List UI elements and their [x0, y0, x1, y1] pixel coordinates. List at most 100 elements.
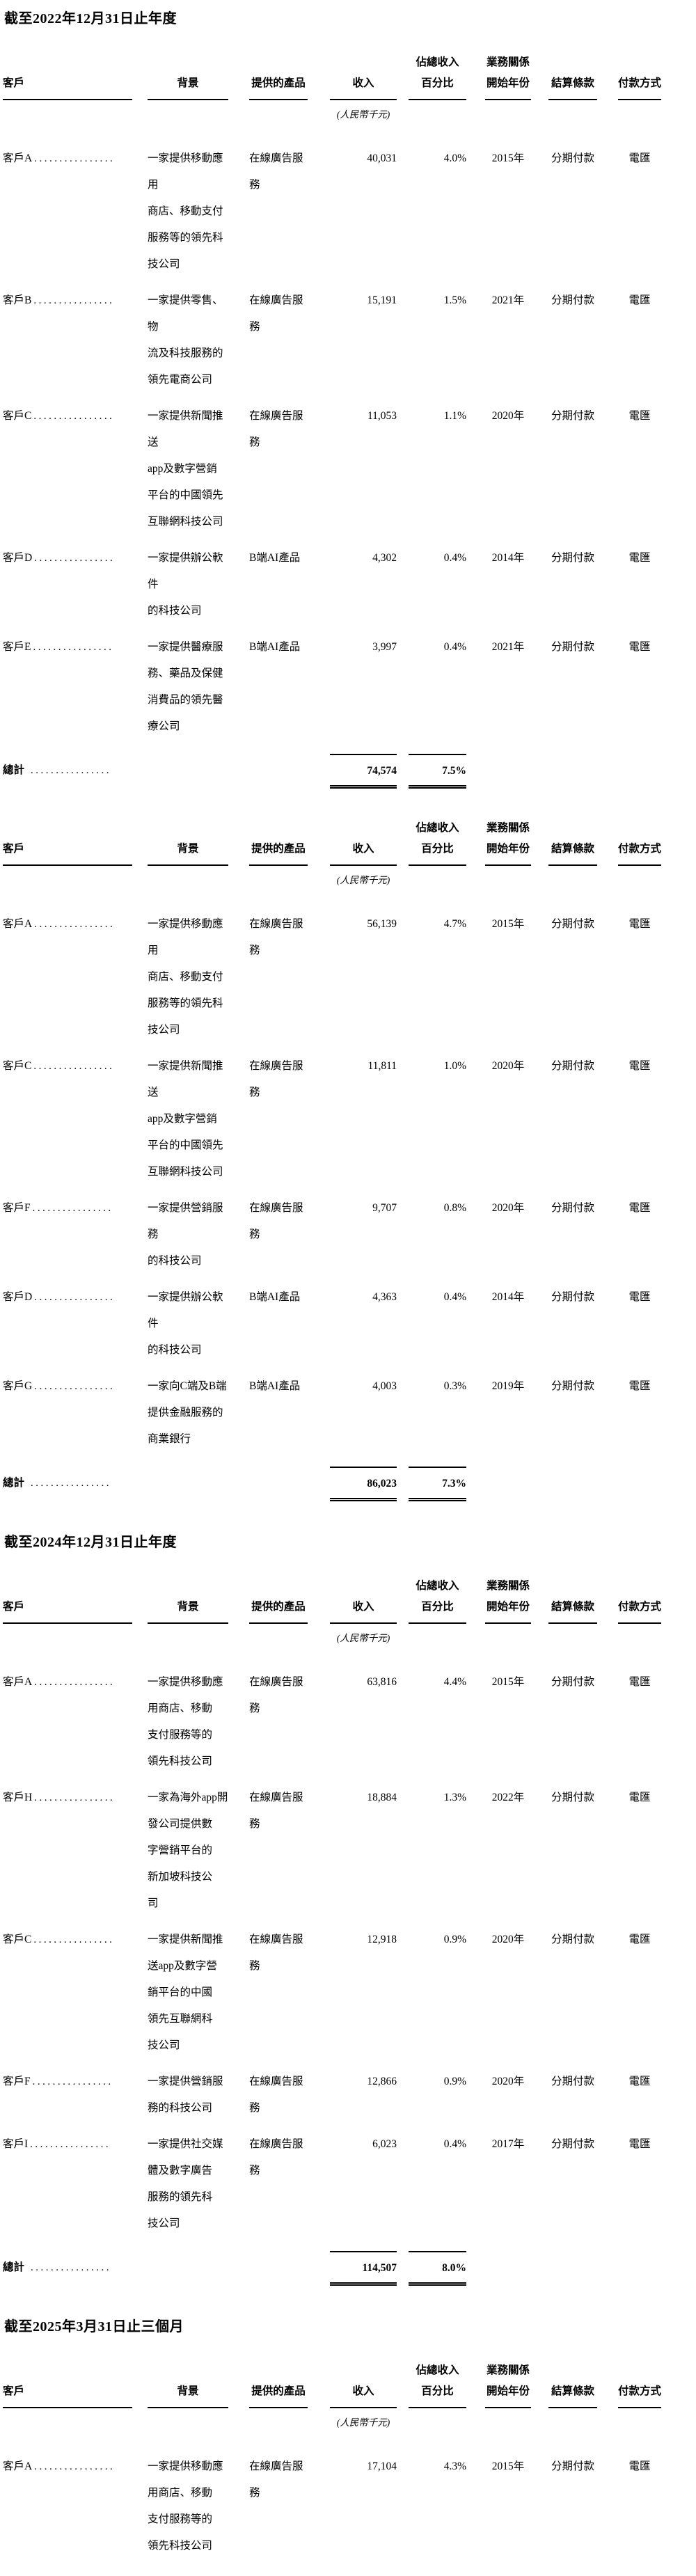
customer-label: 客戶F [3, 2076, 31, 2087]
dot-leader: ................ [33, 295, 115, 306]
col-header-revenue: 收入 [327, 73, 398, 100]
pct-cell: 1.1% [443, 410, 466, 422]
payment-cell: 電匯 [628, 1380, 651, 1392]
year-cell: 2020年 [491, 2076, 525, 2087]
col-label: 客戶 [3, 2385, 25, 2397]
settlement-cell: 分期付款 [551, 641, 594, 653]
payment-cell: 電匯 [628, 2076, 651, 2087]
section-heading: 截至2022年12月31日止年度 [4, 11, 177, 26]
product-cell: 在線廣告服務 [249, 152, 303, 191]
background-cell: 一家提供醫療服 務、藥品及保健 消費品的領先醫 療公司 [148, 641, 223, 732]
col-label: 佔總收入 [416, 56, 459, 68]
payment-cell: 電匯 [628, 641, 651, 653]
customer-label: 客戶A [3, 1676, 33, 1688]
col-header-product: 提供的產品 [245, 1597, 327, 1624]
pct-cell: 0.8% [443, 1202, 466, 1214]
col-label: 開始年份 [486, 843, 530, 855]
col-header-background: 背景 [139, 2381, 245, 2408]
product-cell: B端AI產品 [249, 1291, 301, 1303]
pct-cell: 1.0% [443, 1060, 466, 1072]
section-heading: 截至2024年12月31日止年度 [4, 1535, 177, 1550]
col-label: 背景 [177, 77, 199, 89]
col-label: 提供的產品 [251, 2385, 306, 2397]
background-cell: 一家提供營銷服 務的科技公司 [148, 2076, 223, 2114]
pct-cell: 1.5% [443, 294, 466, 306]
col-header-product: 提供的產品 [245, 2381, 327, 2408]
dot-leader: ................ [34, 1792, 116, 1803]
customer-label: 客戶C [3, 1060, 32, 1072]
dot-leader: ................ [31, 1478, 112, 1489]
col-label: 提供的產品 [251, 77, 306, 89]
background-cell: 一家提供辦公軟件 的科技公司 [148, 1291, 223, 1356]
pct-cell: 4.0% [443, 152, 466, 164]
table-row: 客戶F................ 一家提供營銷服務 的科技公司 在線廣告服… [3, 1195, 689, 1274]
settlement-cell: 分期付款 [551, 152, 594, 164]
table-row: 客戶A................ 一家提供移動應 用商店、移動 支付服務等… [3, 2453, 689, 2559]
product-cell: 在線廣告服務 [249, 1202, 303, 1240]
payment-cell: 電匯 [628, 410, 651, 422]
background-cell: 一家提供移動應用 商店、移動支付 服務等的領先科 技公司 [148, 152, 223, 270]
col-label: 客戶 [3, 1601, 25, 1613]
payment-cell: 電匯 [628, 1202, 651, 1214]
col-header-payment: 付款方式 [617, 1597, 682, 1624]
pct-cell: 0.9% [443, 2076, 466, 2087]
customer-cell: 客戶A................ [3, 2453, 139, 2480]
background-cell: 一家提供營銷服務 的科技公司 [148, 1202, 223, 1267]
dot-leader: ................ [34, 1292, 116, 1303]
dot-leader: ................ [32, 2076, 113, 2087]
dot-leader: ................ [34, 153, 116, 164]
customer-cell: 客戶F................ [3, 1195, 139, 1222]
year-cell: 2014年 [491, 1291, 525, 1303]
currency-unit-note: (人民幣千元) [336, 875, 390, 885]
table-header: 客戶 背景 提供的產品 收入 佔總收入 百分比 業務關係 開始年份 結算條款 付款方… [3, 1576, 689, 1624]
background-cell: 一家提供移動應 用商店、移動 支付服務等的 領先科技公司 [148, 2460, 223, 2552]
year-cell: 2017年 [491, 2138, 525, 2150]
col-label: 付款方式 [618, 843, 662, 855]
product-cell: 在線廣告服務 [249, 294, 303, 333]
customer-label: 客戶B [3, 294, 32, 306]
settlement-cell: 分期付款 [551, 2138, 594, 2150]
year-cell: 2021年 [491, 294, 525, 306]
col-header-customer: 客戶 [3, 1597, 139, 1624]
revenue-cell: 63,816 [367, 1676, 397, 1688]
revenue-cell: 4,363 [372, 1291, 397, 1303]
col-label: 開始年份 [486, 1601, 530, 1613]
dot-leader: ................ [30, 2139, 111, 2150]
dot-leader: ................ [33, 1061, 115, 1072]
col-label: 結算條款 [551, 2385, 594, 2397]
revenue-cell: 11,811 [367, 1060, 397, 1072]
col-label: 背景 [177, 1601, 199, 1613]
revenue-cell: 11,053 [367, 410, 397, 422]
pct-cell: 4.7% [443, 918, 466, 930]
table-row: 客戶D................ 一家提供辦公軟件 的科技公司 B端AI產… [3, 545, 689, 624]
pct-cell: 0.4% [443, 641, 466, 653]
dot-leader: ................ [33, 411, 115, 422]
unit-note-row: (人民幣千元) [3, 2415, 689, 2428]
dot-leader: ................ [34, 1381, 116, 1392]
background-cell: 一家為海外app開 發公司提供數 字營銷平台的 新加坡科技公 司 [148, 1792, 228, 1909]
total-revenue-cell: 114,507 [327, 2251, 398, 2286]
pct-cell: 4.4% [443, 1676, 466, 1688]
table-row: 客戶A................ 一家提供移動應用 商店、移動支付 服務等… [3, 145, 689, 278]
year-cell: 2019年 [491, 1380, 525, 1392]
dot-leader: ................ [33, 1934, 115, 1945]
year-cell: 2021年 [491, 641, 525, 653]
table-row: 客戶C................ 一家提供新聞推 送app及數字營 銷平台… [3, 1927, 689, 2059]
col-label: 業務關係 [486, 822, 530, 834]
payment-cell: 電匯 [628, 1934, 651, 1945]
col-label: 佔總收入 [416, 2364, 459, 2376]
section-fy2024: 截至2024年12月31日止年度 客戶 背景 提供的產品 收入 佔總收入 百分比 … [3, 1531, 689, 2286]
col-label: 收入 [352, 77, 374, 89]
revenue-cell: 9,707 [372, 1202, 397, 1214]
customer-label: 客戶G [3, 1380, 33, 1392]
payment-cell: 電匯 [628, 1792, 651, 1803]
year-cell: 2015年 [491, 2460, 525, 2472]
table-row: 客戶A................ 一家提供移動應 用商店、移動 支付服務等… [3, 1669, 689, 1775]
section-heading: 截至2025年3月31日止三個月 [4, 2319, 184, 2334]
customer-cell: 客戶F................ [3, 2069, 139, 2095]
customer-cell: 客戶C................ [3, 1927, 139, 1953]
col-header-relationship-year: 業務關係 開始年份 [468, 818, 535, 866]
col-label: 背景 [177, 2385, 199, 2397]
product-cell: B端AI產品 [249, 1380, 301, 1392]
product-cell: 在線廣告服務 [249, 1792, 303, 1830]
